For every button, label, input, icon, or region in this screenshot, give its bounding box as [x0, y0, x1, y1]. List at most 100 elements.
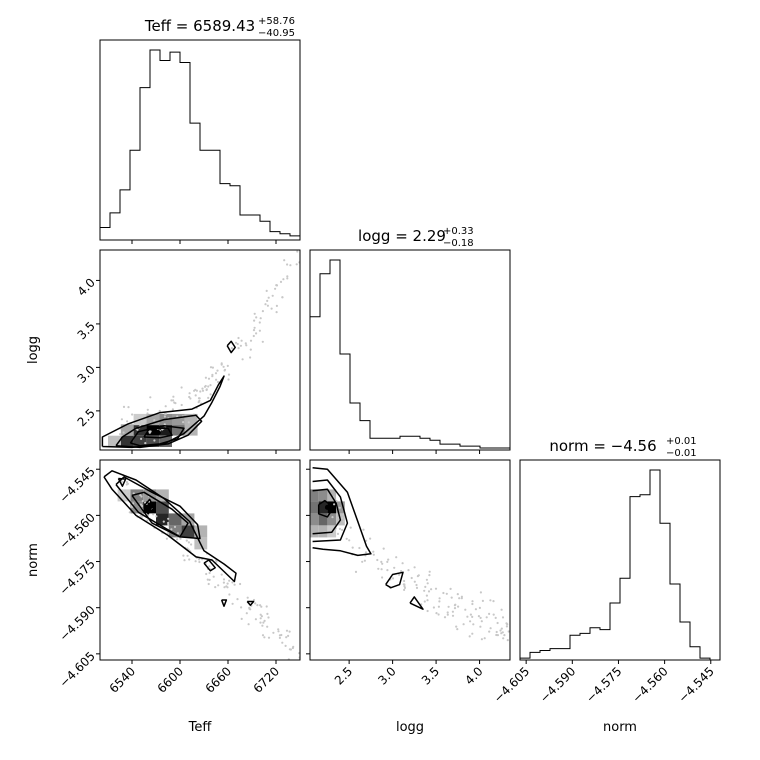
- sample-point: [141, 500, 144, 503]
- density-cell: [159, 424, 172, 436]
- histogram-logg: [309, 259, 510, 450]
- sample-point: [222, 578, 226, 581]
- sample-point: [130, 505, 134, 508]
- density-cell: [159, 435, 172, 447]
- density-cell: [310, 501, 319, 514]
- sample-point: [205, 572, 208, 576]
- sample-point: [464, 608, 467, 611]
- sample-point: [182, 554, 185, 557]
- sample-point: [180, 386, 183, 389]
- sample-point: [176, 532, 179, 535]
- sample-point: [386, 560, 389, 564]
- sample-point: [453, 607, 457, 610]
- sample-point: [503, 634, 506, 637]
- sample-point: [434, 587, 438, 590]
- sample-point: [211, 366, 214, 369]
- sample-point: [267, 636, 271, 639]
- density-cell: [310, 513, 319, 526]
- sample-point: [500, 627, 503, 630]
- sample-point: [263, 619, 266, 623]
- sample-point: [209, 384, 212, 387]
- sample-point: [230, 347, 233, 350]
- sample-point: [253, 319, 256, 322]
- sample-point: [226, 586, 229, 589]
- title-logg-plus: +0.33: [443, 226, 474, 237]
- xlabel-logg: logg: [396, 720, 424, 735]
- sample-point: [208, 571, 211, 575]
- y-tick-label-logg: 2.5: [75, 406, 98, 429]
- sample-point: [415, 586, 419, 590]
- sample-point: [401, 562, 404, 565]
- sample-point: [417, 574, 420, 577]
- sample-point: [208, 578, 211, 582]
- sample-point: [167, 521, 170, 525]
- sample-point: [259, 317, 262, 320]
- density-cell: [146, 413, 160, 426]
- sample-point: [263, 636, 266, 639]
- sample-point: [127, 492, 130, 495]
- sample-point: [155, 515, 158, 518]
- sample-point: [209, 366, 213, 369]
- sample-point: [261, 624, 264, 627]
- density-cell: [327, 501, 337, 514]
- sample-point: [190, 543, 193, 546]
- axis-ticks: 6540 6600 6660 6720 2.5 3.0 3.5 4.0 −4.605 −4.590…: [57, 240, 717, 706]
- sample-point: [506, 639, 509, 642]
- sample-point: [267, 296, 270, 299]
- x-tick-label-logg: 3.0: [375, 664, 398, 687]
- sample-point: [376, 558, 379, 562]
- sample-point: [455, 625, 458, 628]
- y-tick-label-logg: 3.0: [75, 362, 98, 385]
- sample-point: [185, 539, 188, 542]
- sample-point: [281, 641, 284, 644]
- x-tick-label-norm: −4.605: [491, 664, 532, 705]
- x-tick-label-teff: 6540: [107, 664, 138, 695]
- sample-point: [430, 588, 433, 591]
- sample-point: [449, 587, 452, 591]
- sample-point: [222, 365, 225, 368]
- sample-point: [226, 582, 229, 585]
- sample-point: [207, 396, 210, 399]
- sample-point: [179, 537, 182, 540]
- sample-point: [240, 617, 243, 621]
- sample-point: [270, 307, 273, 310]
- sample-point: [198, 560, 201, 564]
- ylabel-logg: logg: [26, 336, 41, 364]
- sample-point: [428, 574, 431, 577]
- sample-point: [471, 600, 474, 603]
- sample-point: [492, 613, 495, 616]
- sample-point: [272, 631, 275, 634]
- sample-point: [223, 369, 226, 372]
- sample-point: [403, 586, 407, 590]
- density-cell: [156, 501, 169, 514]
- sample-point: [274, 287, 277, 290]
- sample-point: [260, 615, 263, 618]
- x-tick-label-norm: −4.590: [537, 664, 578, 705]
- sample-point: [450, 596, 453, 599]
- histogram-teff: [99, 49, 300, 240]
- sample-point: [249, 356, 252, 359]
- title-norm-main: norm: [549, 437, 588, 455]
- title-norm: norm = −4.56: [549, 437, 656, 455]
- sample-point: [259, 604, 262, 607]
- sample-point: [489, 627, 492, 630]
- sample-point: [456, 628, 459, 631]
- title-norm-plus: +0.01: [666, 436, 697, 447]
- sample-point: [216, 380, 220, 384]
- sample-point: [446, 613, 449, 616]
- density-cell: [318, 501, 328, 514]
- sample-point: [252, 334, 255, 338]
- sample-point: [226, 364, 229, 367]
- contour-line: [385, 571, 404, 589]
- sample-point: [120, 480, 123, 483]
- contour-line: [115, 476, 201, 540]
- sample-point: [198, 397, 201, 400]
- sample-point: [244, 342, 247, 345]
- sample-point: [496, 621, 499, 625]
- density-cell: [120, 435, 134, 447]
- sample-point: [492, 600, 495, 603]
- sample-point: [125, 483, 128, 486]
- sample-point: [481, 599, 484, 603]
- sample-point: [239, 344, 242, 347]
- sample-point: [435, 612, 438, 615]
